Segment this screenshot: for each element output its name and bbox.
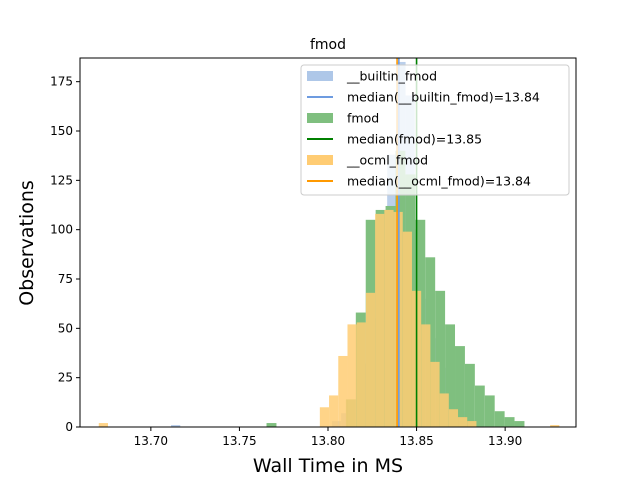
histogram-bar [550, 425, 560, 427]
histogram-bar [439, 393, 449, 427]
histogram-bar [514, 421, 525, 427]
histogram-bar [494, 411, 505, 427]
legend-swatch [307, 113, 333, 123]
histogram-bar [375, 213, 385, 427]
histogram-bar [448, 409, 459, 427]
x-axis-label: Wall Time in MS [253, 455, 403, 477]
histogram-bar [266, 423, 277, 427]
legend-label: __builtin_fmod [346, 69, 437, 84]
histogram-bar [365, 292, 376, 427]
y-axis-label: Observations [16, 180, 38, 306]
legend-label: __ocml_fmod [346, 153, 428, 168]
histogram-bar [458, 417, 468, 427]
y-axis-ticks: 0 25 50 75 100 125 150 175 [50, 75, 80, 434]
x-tick-label: 13.85 [399, 434, 433, 448]
legend-label: fmod [347, 111, 379, 126]
histogram-bar [384, 209, 394, 427]
x-tick-label: 13.70 [134, 434, 168, 448]
histogram-bar [347, 324, 357, 427]
y-tick-label: 150 [50, 124, 73, 138]
histogram-bar [474, 385, 485, 427]
x-axis-ticks: 13.70 13.75 13.80 13.85 13.90 [134, 427, 522, 448]
legend: __builtin_fmod median(__builtin_fmod)=13.… [300, 64, 570, 196]
legend-swatch [307, 155, 333, 165]
y-tick-label: 75 [58, 272, 73, 286]
histogram-bar [356, 322, 366, 427]
histogram-bar [467, 421, 477, 427]
histogram-bar [338, 355, 348, 427]
histogram-bar [319, 407, 330, 427]
histogram-bar [484, 395, 495, 427]
y-tick-label: 100 [50, 223, 73, 237]
legend-label: median(__builtin_fmod)=13.84 [347, 90, 540, 105]
histogram-bar [421, 324, 431, 427]
histogram-bar [445, 324, 456, 427]
y-tick-label: 175 [50, 75, 73, 89]
legend-box [300, 64, 570, 196]
histogram-bar [435, 290, 446, 427]
legend-label: median(__ocml_fmod)=13.84 [347, 174, 531, 189]
y-tick-label: 25 [58, 371, 73, 385]
histogram-bar [402, 231, 412, 427]
histogram-bar [464, 363, 475, 427]
x-tick-label: 13.80 [311, 434, 345, 448]
x-tick-label: 13.90 [488, 434, 522, 448]
chart-title: fmod [310, 37, 346, 53]
histogram-bar [455, 346, 465, 427]
y-tick-label: 50 [58, 321, 73, 335]
histogram-bar [329, 395, 339, 427]
x-tick-label: 13.75 [222, 434, 256, 448]
histogram-bar [430, 361, 440, 427]
histogram-bar [171, 425, 181, 427]
y-tick-label: 125 [50, 173, 73, 187]
legend-swatch [307, 71, 333, 81]
y-tick-label: 0 [65, 420, 73, 434]
histogram-bar [504, 417, 515, 427]
histogram-bar [98, 423, 108, 427]
legend-label: median(fmod)=13.85 [347, 132, 482, 147]
